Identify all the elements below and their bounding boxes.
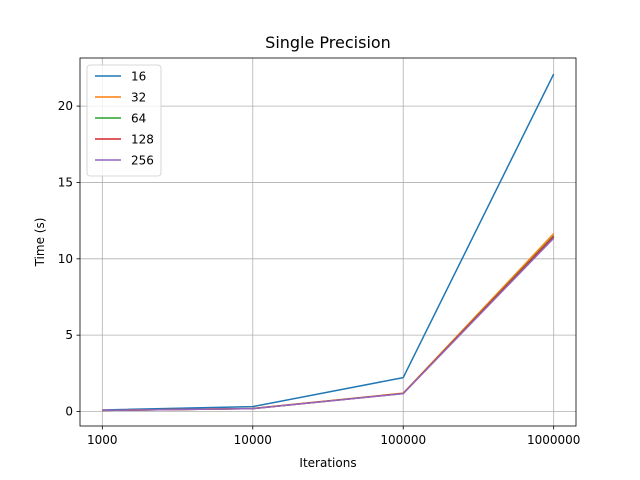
legend-label: 16 [131,70,146,84]
x-tick-label: 10000 [234,433,272,447]
y-tick-label: 5 [65,328,73,342]
plot-frame [79,57,577,427]
grid-lines [80,58,576,426]
y-tick-label: 10 [58,252,73,266]
series-lines [102,73,555,412]
series-line-16 [102,73,555,411]
x-tick-label: 1000000 [527,433,580,447]
legend-box [86,64,162,177]
series-line-64 [102,235,555,412]
x-axis-label: Iterations [299,456,356,470]
series-line-128 [102,236,555,412]
x-tick-label: 100000 [380,433,426,447]
y-axis-label: Time (s) [33,218,47,268]
y-tick-label: 0 [65,404,73,418]
legend: 16 32 64 128 256 [86,64,162,177]
legend-label: 256 [131,154,154,168]
series-line-32 [102,233,555,412]
series-line-256 [102,237,555,412]
legend-label: 64 [131,112,146,126]
y-tick-label: 15 [58,175,73,189]
legend-label: 128 [131,133,154,147]
chart-title: Single Precision [265,33,391,52]
x-tick-label: 1000 [87,433,118,447]
legend-label: 32 [131,91,146,105]
y-tick-label: 20 [58,99,73,113]
axis-ticks: 1000 10000 100000 1000000 0 5 10 15 20 [58,99,581,447]
